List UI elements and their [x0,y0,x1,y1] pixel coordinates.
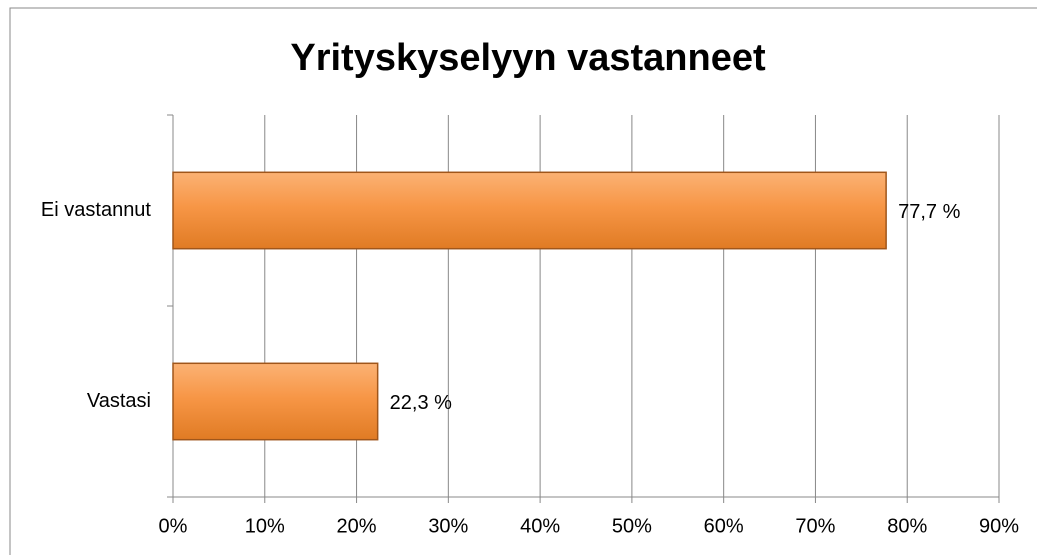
x-tick-label: 40% [520,515,560,537]
x-tick-label: 20% [337,515,377,537]
data-label: 77,7 % [898,201,960,223]
x-tick-label: 50% [612,515,652,537]
y-tick-label: Vastasi [87,390,151,412]
x-tick-label: 70% [795,515,835,537]
x-tick-label: 80% [887,515,927,537]
x-tick-label: 60% [704,515,744,537]
data-label: 22,3 % [390,392,452,414]
y-tick-label: Ei vastannut [41,199,152,221]
chart-frame [9,7,1037,555]
x-tick-label: 0% [159,515,188,537]
chart-title: Yrityskyselyyn vastanneet [290,37,766,79]
bar [172,171,887,250]
x-tick-label: 90% [979,515,1019,537]
x-tick-label: 10% [245,515,285,537]
x-tick-label: 30% [428,515,468,537]
bar [172,362,379,441]
